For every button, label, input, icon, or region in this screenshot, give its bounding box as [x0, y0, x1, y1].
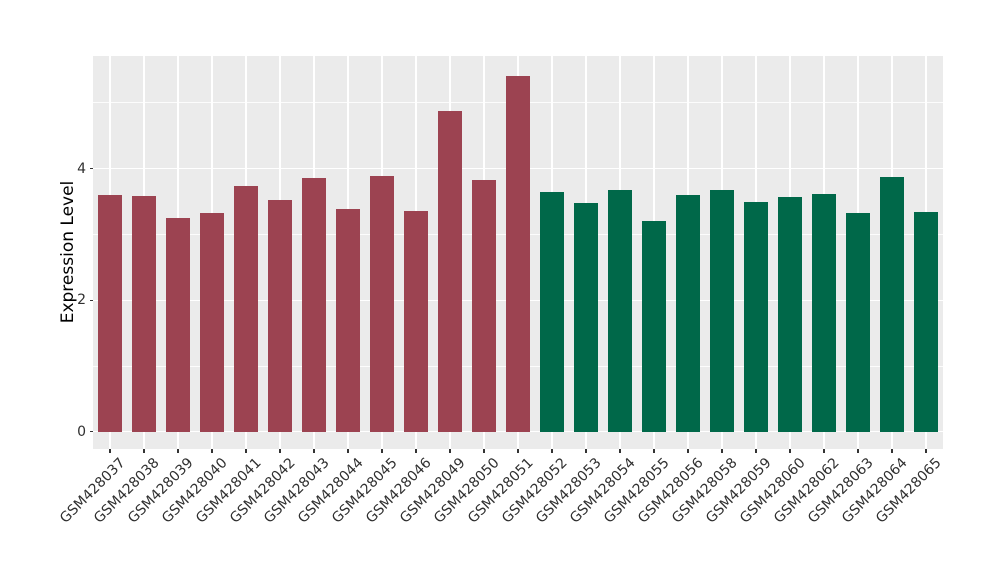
x-axis-tick: [177, 449, 179, 453]
bar: [675, 194, 701, 432]
x-axis-tick: [823, 449, 825, 453]
bar: [913, 212, 939, 432]
x-axis-tick: [279, 449, 281, 453]
bar: [267, 200, 293, 432]
bar: [403, 210, 429, 432]
y-axis-tick: [89, 168, 93, 170]
bar: [199, 213, 225, 432]
x-axis-tick: [551, 449, 553, 453]
bar: [233, 185, 259, 432]
x-axis-tick: [245, 449, 247, 453]
bar: [709, 190, 735, 432]
y-tick-label: 2: [77, 292, 86, 309]
bar: [437, 111, 463, 432]
bar: [573, 202, 599, 432]
x-axis-tick: [109, 449, 111, 453]
bar: [301, 178, 327, 432]
bar: [777, 196, 803, 432]
bar: [641, 220, 667, 432]
y-axis-tick: [89, 431, 93, 433]
bar: [97, 194, 123, 432]
x-axis-tick: [381, 449, 383, 453]
bar: [811, 194, 837, 432]
bar: [165, 217, 191, 432]
x-axis-tick: [721, 449, 723, 453]
bar: [607, 189, 633, 432]
y-axis-tick: [89, 299, 93, 301]
x-axis-tick: [687, 449, 689, 453]
x-axis-tick: [211, 449, 213, 453]
y-tick-label: 4: [77, 160, 86, 177]
bar: [743, 202, 769, 432]
x-axis-tick: [415, 449, 417, 453]
x-axis-tick: [891, 449, 893, 453]
x-axis-tick: [517, 449, 519, 453]
y-tick-label: 0: [77, 423, 86, 440]
bar: [131, 195, 157, 432]
bar: [369, 175, 395, 432]
bar: [539, 191, 565, 432]
x-axis-tick: [619, 449, 621, 453]
x-axis-tick: [653, 449, 655, 453]
x-axis-tick: [449, 449, 451, 453]
x-axis-tick: [857, 449, 859, 453]
bar: [471, 180, 497, 432]
x-axis-tick: [925, 449, 927, 453]
x-axis-tick: [483, 449, 485, 453]
x-axis-tick: [755, 449, 757, 453]
x-axis-tick: [789, 449, 791, 453]
bar: [879, 177, 905, 432]
x-axis-tick: [313, 449, 315, 453]
x-axis-tick: [143, 449, 145, 453]
x-axis-tick: [585, 449, 587, 453]
bar: [845, 212, 871, 432]
plot-panel: [93, 56, 943, 449]
bar: [335, 209, 361, 432]
bar: [505, 75, 531, 432]
x-axis-tick: [347, 449, 349, 453]
